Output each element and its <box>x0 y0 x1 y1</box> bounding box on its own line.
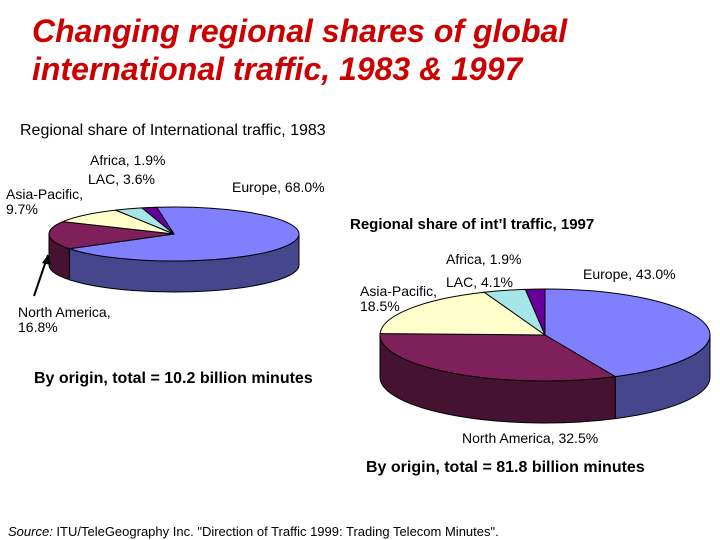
pie-1983-label-asia-pacific: Asia-Pacific, 9.7% <box>6 186 83 217</box>
pie-1983-slice-africa <box>140 206 175 235</box>
pie-1983 <box>48 206 300 293</box>
pie-1997-slice-asia-pacific <box>379 291 547 336</box>
source-text: ITU/TeleGeography Inc. "Direction of Tra… <box>52 524 499 539</box>
page-title-line-2: international traffic, 1983 & 1997 <box>32 51 523 87</box>
pie-1997 <box>379 288 711 424</box>
chart-title-1997: Regional share of int’l traffic, 1997 <box>350 216 594 233</box>
pie-1983-slice-asia-pacific <box>60 209 175 235</box>
pie-1997-slice-africa <box>524 288 546 336</box>
pie-1997-slice-europe <box>544 288 711 378</box>
pie-1983-leader-arrowhead <box>42 255 51 265</box>
pie-1983-slice-north-america <box>48 221 175 250</box>
chart-subtitle-1983: By origin, total = 10.2 billion minutes <box>34 370 313 387</box>
slice-labels: Africa, 1.9% LAC, 3.6% Asia-Pacific, 9.7% Eu… <box>6 152 676 446</box>
source-label: Source: <box>8 524 53 539</box>
pie-1997-label-europe: Europe, 43.0% <box>583 266 676 282</box>
pie-1983-label-africa: Africa, 1.9% <box>90 152 165 168</box>
pie-1983-slice-europe <box>69 206 300 262</box>
page-title: Changing regional shares of global inter… <box>32 12 702 88</box>
page-title-line-1: Changing regional shares of global <box>32 13 568 49</box>
pie-1997-label-north-america: North America, 32.5% <box>462 430 598 446</box>
pie-1983-label-north-america: North America, 16.8% <box>18 304 111 335</box>
pie-1997-label-africa: Africa, 1.9% <box>446 251 521 267</box>
chart-title-1983: Regional share of International traffic,… <box>20 122 326 139</box>
chart-subtitle-1997: By origin, total = 81.8 billion minutes <box>366 459 645 476</box>
source-note: Source: ITU/TeleGeography Inc. "Directio… <box>8 524 499 539</box>
pie-1997-slice-north-america <box>379 333 617 382</box>
pie-1983-label-europe: Europe, 68.0% <box>232 179 325 195</box>
pie-1997-label-asia-pacific: Asia-Pacific, 18.5% <box>360 283 437 314</box>
pie-1983-label-lac: LAC, 3.6% <box>88 171 155 187</box>
pie-1997-label-lac: LAC, 4.1% <box>446 274 513 290</box>
